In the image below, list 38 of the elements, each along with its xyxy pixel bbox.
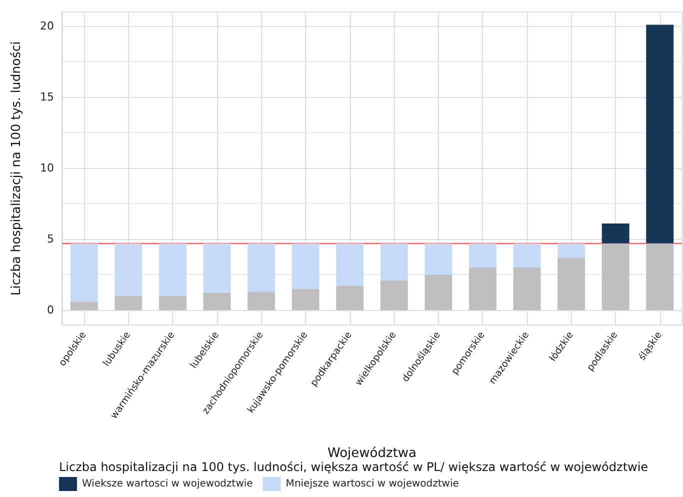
bar: [70, 243, 98, 302]
bar: [646, 24, 674, 244]
bar: [158, 243, 186, 296]
legend-label: Mniejsze wartosci w wojewodztwie: [286, 478, 459, 490]
bar: [292, 243, 320, 289]
legend-label: Wieksze wartosci w wojewodztwie: [82, 478, 253, 490]
bar: [70, 302, 98, 310]
y-tick-label: 15: [40, 90, 54, 104]
bar: [602, 243, 630, 310]
bar: [380, 243, 408, 280]
bar: [114, 243, 142, 296]
y-tick-label: 5: [47, 232, 54, 246]
y-axis-title: Liczba hospitalizacji na 100 tys. ludności: [8, 41, 23, 296]
bar: [203, 293, 231, 310]
legend-title: Liczba hospitalizacji na 100 tys. ludności, większa wartość w PL/ większa wartość w województwie: [59, 460, 648, 474]
bar: [558, 258, 586, 310]
bar: [468, 268, 496, 310]
bar: [646, 243, 674, 310]
bar: [513, 243, 541, 268]
bar: [158, 296, 186, 310]
y-tick-label: 10: [40, 162, 54, 175]
y-tick-label: 0: [47, 304, 54, 317]
bar: [248, 292, 276, 310]
bar: [558, 243, 586, 258]
bar: [114, 296, 142, 310]
bar: [424, 274, 452, 310]
bar: [602, 224, 630, 244]
x-axis-title: Województwa: [327, 446, 417, 461]
y-tick-label: 20: [40, 20, 54, 33]
bar: [248, 243, 276, 292]
bar: [468, 243, 496, 268]
bar: [380, 280, 408, 310]
bar: [292, 288, 320, 310]
bar: [336, 286, 364, 310]
bar: [336, 243, 364, 286]
bar: [513, 268, 541, 310]
bar: [424, 243, 452, 275]
bar: [203, 243, 231, 294]
